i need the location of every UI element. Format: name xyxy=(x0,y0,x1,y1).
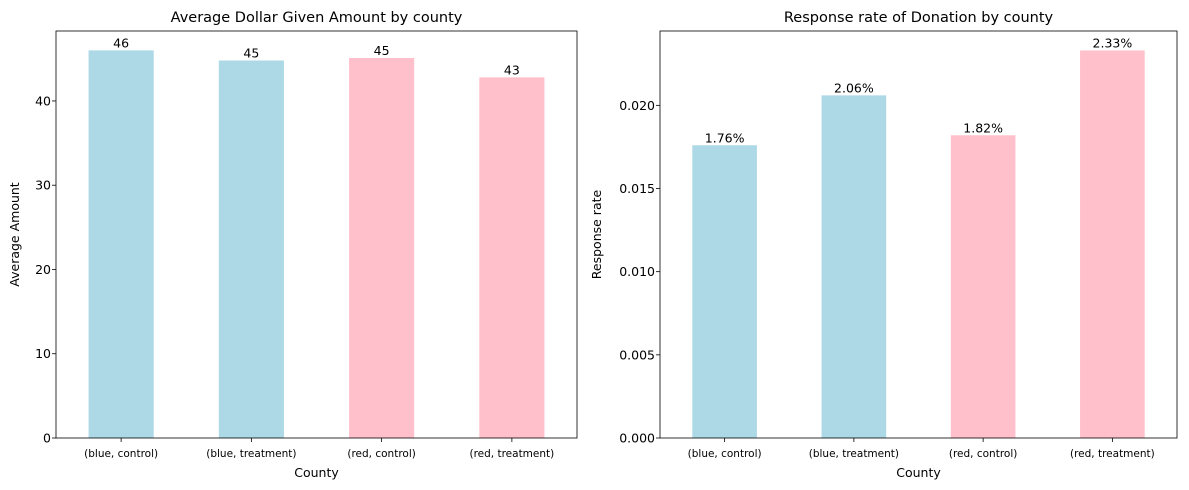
y-tick-label-1: 10 xyxy=(35,346,51,361)
plot-frame xyxy=(659,30,1178,439)
y-tick-label-3: 0.015 xyxy=(619,181,655,196)
data-label-0: 46 xyxy=(113,35,129,50)
data-label-1: 45 xyxy=(243,45,259,60)
y-axis-label: Average Amount xyxy=(7,182,22,287)
y-tick-label-1: 0.005 xyxy=(619,347,655,362)
chart-response-rate: 1.76% (blue, control) 2.06% (blue, treatmen… xyxy=(589,10,1178,480)
bar-2 xyxy=(950,135,1016,438)
x-tick-label-1: (blue, treatment) xyxy=(809,448,899,460)
x-tick-label-2: (red, control) xyxy=(949,448,1017,460)
x-tick-label-3: (red, treatment) xyxy=(469,448,554,460)
y-tick-label-0: 0 xyxy=(43,431,51,446)
bar-1 xyxy=(821,95,887,439)
y-tick-label-2: 0.010 xyxy=(619,264,655,279)
y-tick-label-2: 20 xyxy=(35,262,51,277)
plot-frame xyxy=(55,30,578,439)
chart-title: Response rate of Donation by county xyxy=(784,10,1054,26)
data-label-1: 2.06% xyxy=(834,80,874,95)
chart-title: Average Dollar Given Amount by county xyxy=(171,10,463,26)
x-tick-label-0: (blue, control) xyxy=(84,448,158,460)
x-tick-label-0: (blue, control) xyxy=(688,448,762,460)
y-axis-label: Response rate xyxy=(589,189,604,279)
x-axis-label: County xyxy=(294,465,339,480)
data-label-3: 2.33% xyxy=(1093,35,1133,50)
x-tick-label-2: (red, control) xyxy=(347,448,415,460)
x-tick-label-1: (blue, treatment) xyxy=(206,448,296,460)
data-label-2: 45 xyxy=(374,43,390,58)
bar-0 xyxy=(692,145,757,438)
data-label-3: 43 xyxy=(504,62,520,77)
y-tick-label-4: 0.020 xyxy=(619,98,655,113)
bar-0 xyxy=(88,50,154,438)
chart-average-amount: 46 (blue, control) 45 (blue, treatment) 45 (r… xyxy=(7,10,578,480)
bar-2 xyxy=(349,57,415,438)
data-label-0: 1.76% xyxy=(705,130,745,145)
x-axis-label: County xyxy=(896,465,941,480)
data-label-2: 1.82% xyxy=(963,120,1003,135)
y-tick-label-3: 30 xyxy=(35,178,51,193)
bar-3 xyxy=(1080,50,1145,439)
y-tick-label-4: 40 xyxy=(35,93,51,108)
bar-1 xyxy=(218,60,284,439)
bar-3 xyxy=(479,77,545,438)
x-tick-label-3: (red, treatment) xyxy=(1070,448,1155,460)
y-tick-label-0: 0.000 xyxy=(619,431,655,446)
